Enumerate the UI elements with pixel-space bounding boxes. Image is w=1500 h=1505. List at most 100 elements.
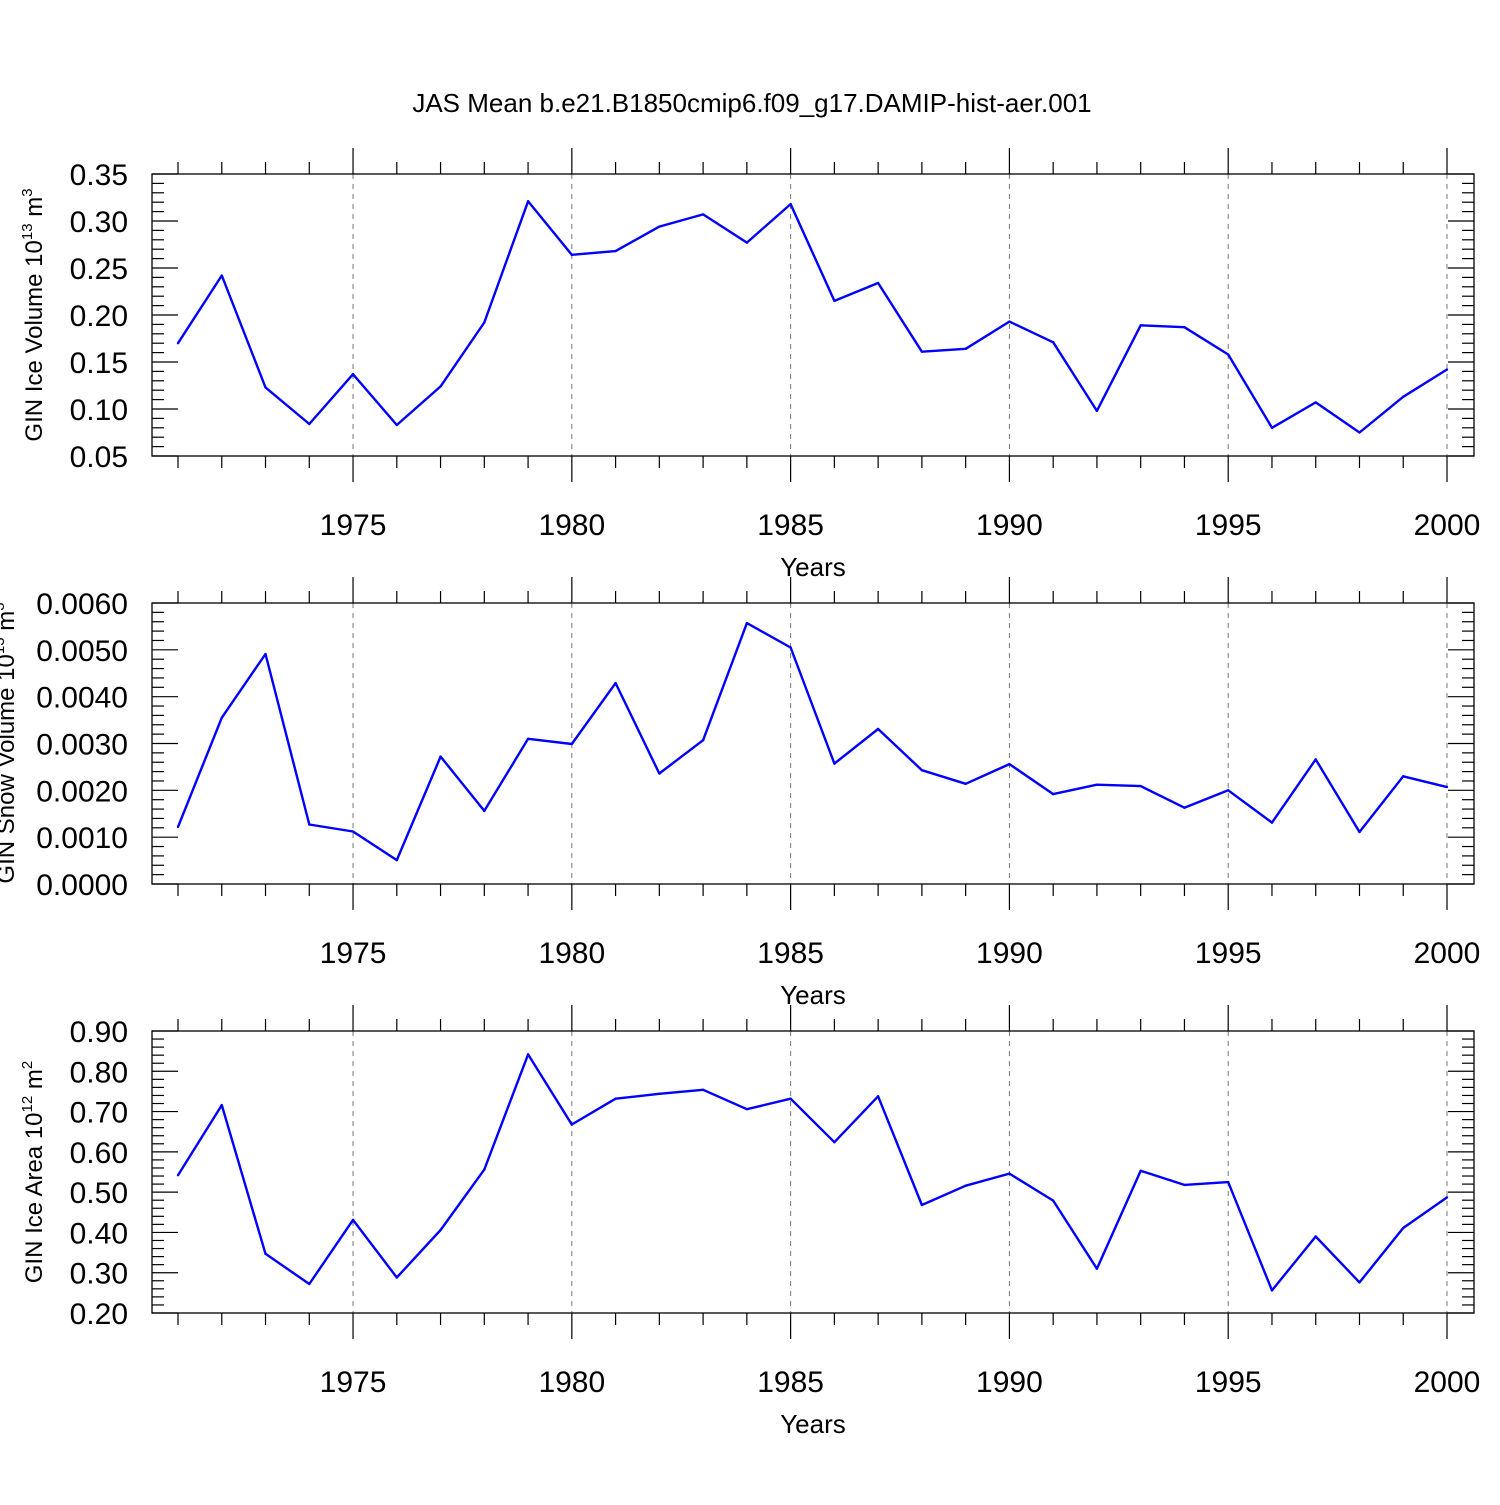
data-point <box>1314 401 1317 404</box>
data-point <box>789 1097 792 1100</box>
data-point <box>614 681 617 685</box>
data-point <box>1227 353 1230 356</box>
data-point <box>789 646 792 649</box>
data-point <box>1402 775 1405 778</box>
y-axis-title-exponent: 13 <box>0 637 8 654</box>
data-point <box>1445 785 1449 789</box>
x-tick-label: 1975 <box>320 509 387 542</box>
data-point <box>220 1103 223 1107</box>
data-point <box>483 321 486 324</box>
y-axis-title-unit: m <box>0 611 20 638</box>
x-tick-label: 2000 <box>1414 509 1481 542</box>
data-point <box>395 858 398 862</box>
x-tick-label: 1980 <box>538 937 605 970</box>
data-point <box>701 739 705 742</box>
data-point <box>920 768 924 772</box>
y-tick-label: 0.40 <box>70 1217 128 1250</box>
data-point <box>351 373 355 376</box>
x-tick-label: 1990 <box>976 1366 1043 1399</box>
data-point <box>920 350 924 353</box>
data-point <box>483 809 486 813</box>
y-axis-title: GIN Ice Volume 1013 m3 <box>19 188 48 441</box>
x-tick-label: 1990 <box>976 937 1043 970</box>
data-point <box>1139 1169 1142 1172</box>
data-point <box>658 1092 661 1096</box>
data-point <box>1183 806 1186 809</box>
data-point <box>1051 792 1055 796</box>
y-tick-label: 0.60 <box>70 1137 128 1170</box>
data-point <box>351 830 355 833</box>
data-point <box>1095 783 1099 786</box>
data-point <box>1402 1226 1405 1230</box>
data-point <box>1095 1267 1099 1270</box>
y-tick-label: 0.0030 <box>36 729 128 762</box>
data-point <box>1227 1180 1230 1184</box>
data-point <box>876 281 880 285</box>
data-point <box>264 652 267 656</box>
chart-panel-3: 1975 1980 1985 1990 1995 2000 Years 0.20 0.30 0.4… <box>19 1005 1480 1439</box>
x-tick-label: 1980 <box>538 1366 605 1399</box>
data-point <box>833 299 836 303</box>
y-tick-label: 0.0000 <box>36 869 128 902</box>
y-tick-label: 0.15 <box>70 347 128 380</box>
x-tick-label: 2000 <box>1414 937 1481 970</box>
data-point <box>1008 1172 1011 1175</box>
data-point <box>570 1123 574 1126</box>
data-point <box>1358 830 1361 834</box>
data-point <box>526 200 530 203</box>
data-point <box>1270 821 1274 824</box>
data-point <box>876 1095 880 1098</box>
data-point <box>1139 324 1142 327</box>
data-point <box>1314 758 1317 761</box>
y-tick-label: 0.0040 <box>36 682 128 715</box>
data-point <box>745 621 749 625</box>
data-point <box>1358 431 1361 434</box>
y-axis-title-exponent: 12 <box>19 1096 36 1113</box>
y-axis-title: GIN Snow Volume 1013 m3 <box>0 602 20 883</box>
data-point <box>351 1218 355 1222</box>
data-point <box>1139 784 1142 788</box>
y-axis-title-unit-exponent: 2 <box>19 1061 36 1069</box>
y-tick-label: 0.20 <box>70 1298 128 1331</box>
data-point <box>1183 326 1186 329</box>
data-point <box>220 274 223 277</box>
data-point <box>220 716 223 719</box>
y-tick-label: 0.10 <box>70 394 128 427</box>
data-point <box>264 386 267 389</box>
y-axis-title-main: GIN Snow Volume 10 <box>0 654 20 883</box>
chart-panel-1: 1975 1980 1985 1990 1995 2000Years0.050.100.1… <box>19 148 1480 582</box>
data-point <box>439 755 442 758</box>
data-point <box>701 213 705 216</box>
y-tick-label: 0.25 <box>70 253 128 286</box>
y-tick-label: 0.90 <box>70 1016 128 1049</box>
plot-frame <box>151 173 1475 457</box>
data-point <box>658 772 661 775</box>
data-point <box>526 1053 530 1056</box>
y-axis-title-main: GIN Ice Area 10 <box>21 1112 48 1283</box>
x-tick-label: 1990 <box>976 509 1043 542</box>
data-point <box>395 423 398 427</box>
data-point <box>833 1140 836 1144</box>
x-tick-label: 1985 <box>757 1366 824 1399</box>
data-point <box>964 347 967 351</box>
x-tick-label: 1975 <box>320 937 387 970</box>
chart-title: JAS Mean b.e21.B1850cmip6.f09_g17.DAMIP-… <box>412 88 1091 118</box>
data-point <box>745 1107 749 1111</box>
data-point <box>1270 1289 1274 1292</box>
y-tick-label: 0.05 <box>70 441 128 474</box>
series-line <box>176 621 1448 862</box>
data-point <box>1095 409 1099 413</box>
data-point <box>614 1097 617 1100</box>
y-axis-title-unit-exponent: 3 <box>0 602 8 610</box>
y-tick-label: 0.0010 <box>36 822 128 855</box>
y-tick-label: 0.30 <box>70 206 128 239</box>
y-tick-label: 0.30 <box>70 1258 128 1291</box>
data-point <box>308 823 311 826</box>
data-point <box>745 241 749 244</box>
y-axis-title-main: GIN Ice Volume 10 <box>21 240 48 441</box>
y-tick-label: 0.0060 <box>36 588 128 621</box>
data-point <box>176 342 180 345</box>
data-point <box>1358 1281 1361 1284</box>
